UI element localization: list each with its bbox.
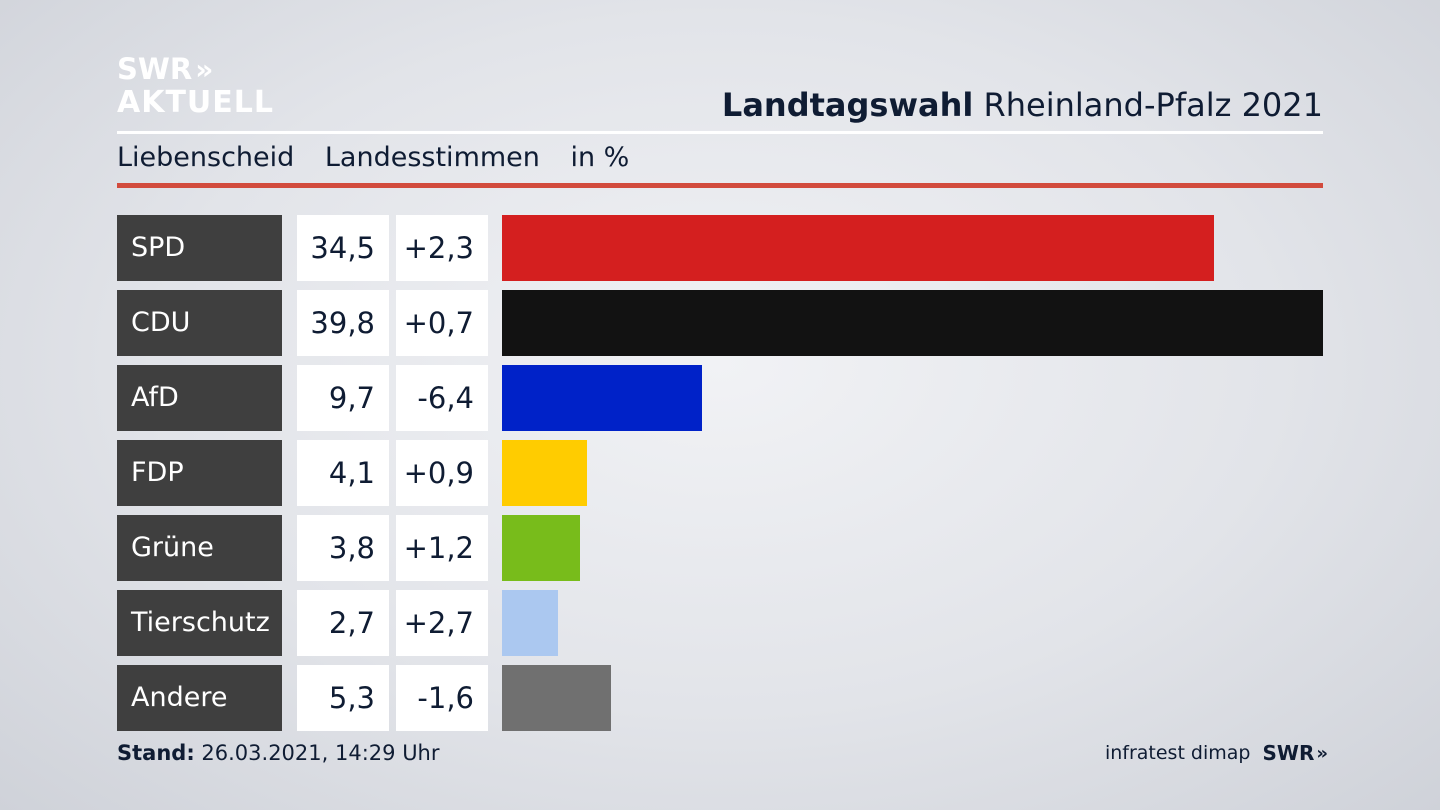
footer-swr-logo: SWR xyxy=(1262,741,1315,765)
vote-share-value: 3,8 xyxy=(297,515,389,581)
accent-divider xyxy=(117,183,1323,188)
party-label: SPD xyxy=(117,215,282,281)
subtitle: Liebenscheid Landesstimmen in % xyxy=(117,142,651,173)
vote-change-value: +0,9 xyxy=(396,440,488,506)
vote-bar xyxy=(502,440,587,506)
vote-bar xyxy=(502,290,1323,356)
vote-share-value: 39,8 xyxy=(297,290,389,356)
swr-aktuell-logo: SWR» AKTUELL xyxy=(117,54,274,119)
vote-bar xyxy=(502,515,581,581)
party-label: Tierschutz xyxy=(117,590,282,656)
vote-share-value: 34,5 xyxy=(297,215,389,281)
result-row: CDU 39,8 +0,7 xyxy=(117,290,1323,356)
result-row: AfD 9,7 -6,4 xyxy=(117,365,1323,431)
vote-share-value: 2,7 xyxy=(297,590,389,656)
vote-share-value: 5,3 xyxy=(297,665,389,731)
source-name: infratest dimap xyxy=(1104,742,1251,764)
timestamp-value: 26.03.2021, 14:29 Uhr xyxy=(201,741,440,765)
timestamp-label: Stand: xyxy=(117,741,195,765)
party-label: Grüne xyxy=(117,515,282,581)
subtitle-unit: in % xyxy=(570,142,630,173)
party-label: CDU xyxy=(117,290,282,356)
result-row: Tierschutz 2,7 +2,7 xyxy=(117,590,1323,656)
vote-change-value: +2,7 xyxy=(396,590,488,656)
result-row: SPD 34,5 +2,3 xyxy=(117,215,1323,281)
result-row: Grüne 3,8 +1,2 xyxy=(117,515,1323,581)
vote-bar xyxy=(502,215,1214,281)
vote-change-value: +0,7 xyxy=(396,290,488,356)
party-label: AfD xyxy=(117,365,282,431)
result-row: Andere 5,3 -1,6 xyxy=(117,665,1323,731)
result-row: FDP 4,1 +0,9 xyxy=(117,440,1323,506)
vote-share-value: 9,7 xyxy=(297,365,389,431)
vote-bar xyxy=(502,665,612,731)
vote-share-value: 4,1 xyxy=(297,440,389,506)
timestamp: Stand: 26.03.2021, 14:29 Uhr xyxy=(117,741,440,765)
chevron-right-icon: » xyxy=(1316,742,1327,764)
vote-change-value: -6,4 xyxy=(396,365,488,431)
party-label: FDP xyxy=(117,440,282,506)
header-divider xyxy=(117,131,1323,134)
subtitle-vote-type: Landesstimmen xyxy=(324,142,540,173)
vote-change-value: +2,3 xyxy=(396,215,488,281)
logo-swr-text: SWR xyxy=(117,52,193,86)
title-rest: Rheinland-Pfalz 2021 xyxy=(983,86,1323,124)
vote-change-value: +1,2 xyxy=(396,515,488,581)
party-label: Andere xyxy=(117,665,282,731)
vote-bar xyxy=(502,590,558,656)
subtitle-location: Liebenscheid xyxy=(117,142,295,173)
logo-aktuell-text: AKTUELL xyxy=(117,85,275,120)
page-title: Landtagswahl Rheinland-Pfalz 2021 xyxy=(722,86,1323,124)
chevron-right-icon: » xyxy=(195,52,213,86)
title-bold: Landtagswahl xyxy=(721,86,974,124)
vote-bar xyxy=(502,365,703,431)
source-credit: infratest dimap SWR» xyxy=(1104,741,1328,765)
vote-change-value: -1,6 xyxy=(396,665,488,731)
